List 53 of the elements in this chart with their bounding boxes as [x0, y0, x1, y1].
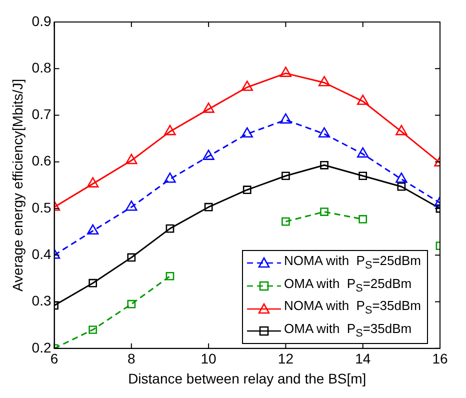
- y-tick-label: 0.8: [32, 59, 52, 76]
- point: [164, 172, 176, 183]
- point: [280, 113, 292, 124]
- point: [357, 147, 369, 158]
- point: [242, 186, 252, 194]
- point: [320, 208, 328, 216]
- point: [86, 177, 99, 188]
- point: [88, 326, 98, 334]
- point: [241, 127, 253, 138]
- y-tick-label: 0.6: [32, 152, 52, 169]
- point: [88, 278, 98, 288]
- point: [127, 300, 136, 308]
- y-tick-label: 0.5: [32, 199, 52, 216]
- point: [397, 182, 406, 191]
- y-tick-label: 0.9: [32, 12, 52, 29]
- legend-label: OMA with P$_{S}$=35dBm: [284, 320, 412, 342]
- x-tick-label: 10: [200, 350, 217, 367]
- legend-label: NOMA with P$_{S}$=25dBm: [284, 252, 421, 274]
- point: [282, 172, 290, 180]
- x-tick-label: 12: [278, 350, 294, 367]
- y-tick-label: 0.7: [32, 106, 52, 122]
- point: [202, 102, 214, 113]
- x-tick-label: 6: [50, 350, 58, 367]
- x-tick-label: 16: [432, 350, 448, 367]
- point: [166, 224, 174, 233]
- point: [396, 124, 408, 136]
- point: [127, 253, 136, 262]
- y-tick-label: 0.4: [32, 246, 52, 262]
- y-tick-label: 0.3: [32, 292, 52, 309]
- point: [164, 124, 176, 136]
- point: [126, 200, 138, 211]
- point: [396, 172, 408, 183]
- point: [318, 127, 330, 138]
- x-tick-label: 14: [355, 350, 371, 367]
- point: [358, 215, 368, 224]
- point: [320, 160, 328, 170]
- y-tick-label: 0.2: [32, 339, 52, 356]
- point: [318, 76, 330, 86]
- point: [126, 154, 138, 164]
- point: [204, 202, 213, 212]
- legend-label: OMA with P$_{S}$=25dBm: [284, 274, 412, 296]
- x-tick-label: 8: [128, 350, 136, 367]
- point: [202, 150, 214, 160]
- point: [166, 272, 174, 280]
- point: [86, 224, 99, 235]
- point: [241, 80, 253, 91]
- legend-label: NOMA with P$_{S}$=35dBm: [284, 297, 421, 319]
- y-axis-title: Average energy efficiency[Mbits/J]: [9, 78, 26, 292]
- point: [282, 217, 290, 226]
- x-axis-title: Distance between relay and the BS[m]: [128, 370, 366, 386]
- point: [280, 66, 292, 77]
- point: [357, 94, 369, 105]
- point: [358, 172, 368, 180]
